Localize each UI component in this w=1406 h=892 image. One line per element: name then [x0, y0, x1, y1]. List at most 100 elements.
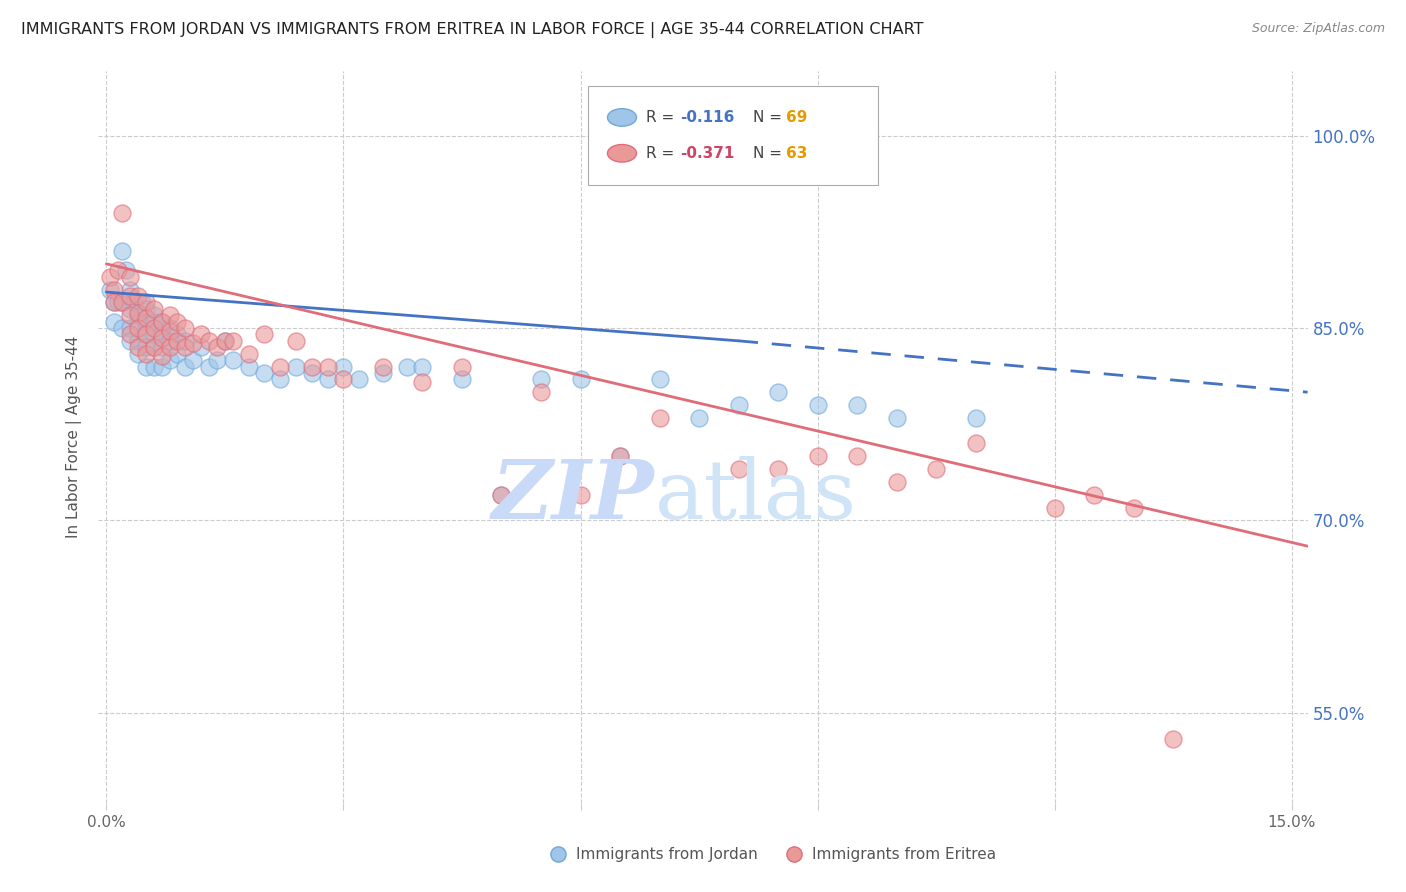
Point: [98, 269, 121, 284]
Point: [222, 353, 245, 368]
Y-axis label: In Labor Force | Age 35-44: In Labor Force | Age 35-44: [66, 336, 83, 538]
Point: [118, 327, 141, 342]
Point: [142, 359, 165, 374]
Point: [190, 327, 212, 342]
Point: [1122, 500, 1144, 515]
Point: [103, 315, 125, 329]
Point: [727, 398, 749, 412]
Point: [111, 295, 134, 310]
Point: [142, 340, 165, 354]
Point: [111, 244, 134, 258]
Point: [135, 327, 157, 342]
Point: [174, 321, 197, 335]
Point: [316, 372, 339, 386]
Point: [118, 269, 141, 284]
Point: [118, 289, 141, 303]
Point: [609, 450, 631, 464]
Point: [127, 305, 149, 319]
Point: [118, 283, 141, 297]
Point: [174, 359, 197, 374]
Point: [766, 462, 789, 476]
Text: N =: N =: [752, 145, 786, 161]
Point: [285, 359, 308, 374]
Point: [965, 410, 987, 425]
Point: [174, 340, 197, 354]
Point: [142, 315, 165, 329]
Circle shape: [607, 109, 637, 127]
Text: IMMIGRANTS FROM JORDAN VS IMMIGRANTS FROM ERITREA IN LABOR FORCE | AGE 35-44 COR: IMMIGRANTS FROM JORDAN VS IMMIGRANTS FRO…: [21, 22, 924, 38]
Point: [135, 310, 157, 325]
Point: [159, 340, 181, 354]
Point: [190, 340, 212, 354]
Point: [127, 340, 149, 354]
Point: [131, 295, 153, 310]
Point: [159, 308, 181, 322]
Point: [332, 372, 354, 386]
Point: [135, 295, 157, 310]
Point: [159, 324, 181, 338]
Point: [688, 410, 710, 425]
Point: [142, 340, 165, 354]
Point: [371, 366, 394, 380]
Point: [285, 334, 308, 348]
Point: [965, 436, 987, 450]
Point: [103, 295, 125, 310]
Point: [127, 321, 149, 335]
Circle shape: [607, 145, 637, 162]
Point: [107, 295, 129, 310]
Point: [411, 359, 433, 374]
Point: [150, 349, 173, 363]
Point: [491, 488, 513, 502]
Point: [127, 315, 149, 329]
Point: [142, 301, 165, 316]
Point: [111, 321, 134, 335]
Point: [142, 308, 165, 322]
Point: [150, 340, 173, 354]
Point: [886, 475, 908, 489]
Point: [886, 410, 908, 425]
Point: [150, 315, 173, 329]
Point: [238, 346, 260, 360]
Point: [150, 327, 173, 342]
Point: [648, 410, 671, 425]
Point: [569, 488, 592, 502]
Point: [846, 450, 869, 464]
Point: [222, 334, 245, 348]
Text: atlas: atlas: [655, 456, 856, 535]
Point: [411, 375, 433, 389]
Point: [395, 359, 418, 374]
Point: [238, 359, 260, 374]
Point: [127, 334, 149, 348]
Text: N =: N =: [752, 110, 786, 125]
Point: [301, 366, 323, 380]
Point: [371, 359, 394, 374]
Point: [135, 301, 157, 316]
Point: [118, 334, 141, 348]
Text: R =: R =: [647, 145, 679, 161]
FancyBboxPatch shape: [588, 86, 879, 185]
Point: [166, 346, 188, 360]
Point: [150, 315, 173, 329]
Point: [159, 321, 181, 335]
Point: [205, 340, 228, 354]
Point: [807, 450, 830, 464]
Point: [135, 346, 157, 360]
Point: [347, 372, 370, 386]
Point: [142, 327, 165, 342]
Point: [269, 359, 291, 374]
Point: [766, 385, 789, 400]
Text: R =: R =: [647, 110, 679, 125]
Point: [253, 327, 276, 342]
Point: [166, 315, 188, 329]
Point: [316, 359, 339, 374]
Point: [122, 295, 145, 310]
Point: [135, 359, 157, 374]
Point: [214, 334, 236, 348]
Point: [135, 315, 157, 329]
Point: [925, 462, 948, 476]
Point: [332, 359, 354, 374]
Point: [150, 331, 173, 345]
Point: [181, 336, 204, 351]
Point: [159, 334, 181, 348]
Point: [530, 372, 553, 386]
